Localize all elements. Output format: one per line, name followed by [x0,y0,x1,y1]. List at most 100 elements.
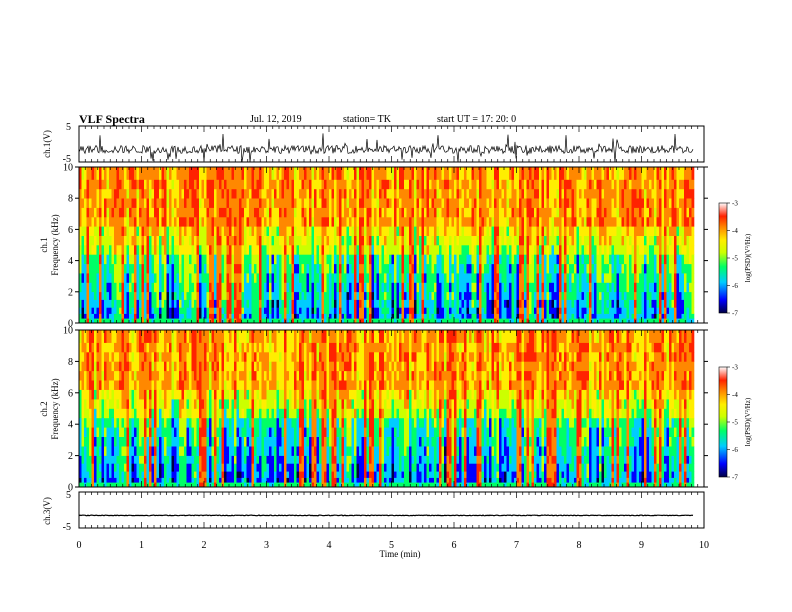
spectrogram-cell [651,167,655,180]
spectrogram-cell [306,207,310,218]
spectrogram-cell [559,263,562,274]
spectrogram-cell [659,167,662,180]
spectrogram-cell [446,188,450,199]
spectrogram-cell [294,291,297,300]
spectrogram-cell [629,299,632,308]
spectrogram-cell [196,313,200,319]
spectrogram-cell [129,188,132,199]
spectrogram-cell [91,167,95,180]
spectrogram-cell [574,226,577,236]
spectrogram-cell [479,254,482,265]
spectrogram-cell [664,179,667,190]
spectrogram-cell [134,282,137,293]
spectrogram-cell [311,254,315,265]
spectrogram-cell [566,273,570,283]
spectrogram-cell [441,245,445,255]
spectrogram-cell [404,235,407,246]
spectrogram-cell [181,207,185,218]
spectrogram-cell [564,216,567,227]
spectrogram-cell [566,235,570,246]
spectrogram-cell [394,254,397,265]
spectrogram-cell [306,188,310,199]
spectrogram-cell [144,417,147,428]
spectrogram-cell [104,463,107,472]
spectrogram-cell [401,263,405,274]
spectrogram-cell [86,291,90,300]
spectrogram-cell [681,207,685,218]
spectrogram-cell [289,188,292,199]
spectrogram-cell [86,216,90,227]
spectrogram-cell [349,235,352,246]
spectrogram-cell [399,245,402,255]
spectrogram-cell [334,207,337,218]
spectrogram-cell [611,313,615,319]
spectrogram-cell [634,226,637,236]
spectrogram-cell [666,198,670,208]
spectrogram-cell [591,291,595,300]
spectrogram-cell [431,226,435,236]
spectrogram-cell [381,198,385,208]
spectrogram-cell [101,273,105,283]
spectrogram-cell [109,313,112,319]
spectrogram-cell [291,273,295,283]
spectrogram-cell [621,273,625,283]
spectrogram-cell [141,235,145,246]
spectrogram-cell [661,179,665,190]
spectrogram-cell [586,313,590,319]
spectrogram-cell [334,313,337,319]
spectrogram-cell [296,307,300,314]
spectrogram-cell [106,179,110,190]
spectrogram-cell [139,226,142,236]
spectrogram-cell [536,188,540,199]
spectrogram-cell [664,263,667,274]
spectrogram-cell [511,179,515,190]
spectrogram-cell [399,273,402,283]
spectrogram-cell [394,307,397,314]
spectrogram-cell [159,216,162,227]
spectrogram-cell [179,313,182,319]
spectrogram-cell [319,263,322,274]
spectrogram-cell [611,263,615,274]
spectrogram-cell [649,273,652,283]
spectrogram-cell [576,235,580,246]
spectrogram-cell [439,299,442,308]
spectrogram-cell [306,291,310,300]
spectrogram-cell [461,226,465,236]
spectrogram-cell [529,179,532,190]
spectrogram-cell [131,463,135,472]
spectrogram-cell [289,179,292,190]
spectrogram-cell [366,226,370,236]
spectrogram-cell [514,299,517,308]
spectrogram-cell [579,216,582,227]
spectrogram-cell [216,167,220,180]
spectrogram-cell [541,235,545,246]
spectrogram-cell [119,226,122,236]
spectrogram-cell [336,188,340,199]
spectrogram-cell [201,216,205,227]
spectrogram-cell [581,226,585,236]
spectrogram-cell [324,313,327,319]
spectrogram-cell [334,245,337,255]
spectrogram-cell [451,245,455,255]
spectrogram-cell [111,226,115,236]
spectrogram-cell [549,207,552,218]
spectrogram-cell [469,291,472,300]
spectrogram-cell [116,198,120,208]
spectrogram-cell [301,313,305,319]
spectrogram-cell [476,188,480,199]
spectrogram-cell [411,299,415,308]
spectrogram-cell [519,307,522,314]
spectrogram-cell [239,167,242,180]
spectrogram-cell [99,455,102,464]
spectrogram-cell [554,254,557,265]
spectrogram-cell [136,399,140,409]
spectrogram-cell [341,282,345,293]
spectrogram-cell [326,254,330,265]
spectrogram-cell [469,188,472,199]
spectrogram-cell [371,216,375,227]
spectrogram-cell [239,273,242,283]
spectrogram-cell [196,263,200,274]
spectrogram-cell [614,282,617,293]
spectrogram-cell [134,179,137,190]
spectrogram-cell [224,318,227,323]
